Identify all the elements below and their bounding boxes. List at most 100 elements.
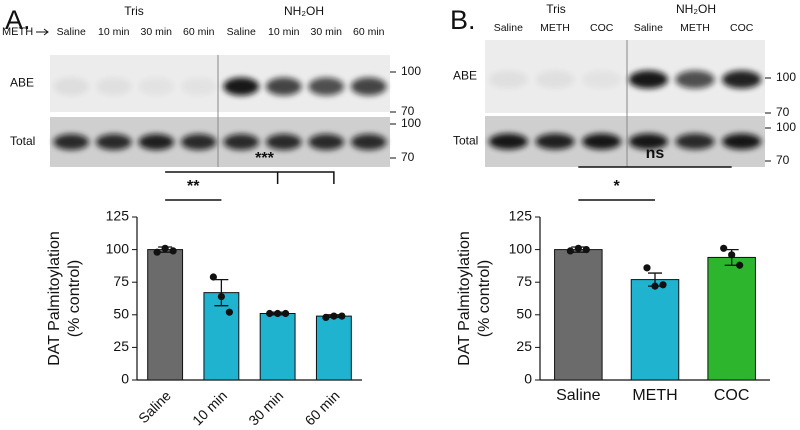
lane-label: METH (540, 22, 570, 34)
data-point (266, 309, 274, 318)
blot-band (180, 77, 217, 96)
data-point (169, 247, 177, 255)
blot-band (308, 134, 345, 150)
blot-band (675, 133, 715, 150)
data-point (566, 247, 574, 255)
lane-label: 30 min (140, 26, 172, 38)
marker-label: 70 (401, 150, 415, 164)
marker-label: 100 (401, 116, 421, 130)
data-point (225, 308, 233, 316)
marker-label: 100 (776, 120, 796, 134)
group-label: Tris (546, 2, 566, 16)
blot-band (582, 70, 622, 89)
bar (203, 292, 240, 381)
significance-bracket (165, 171, 335, 184)
blot-band (265, 77, 302, 96)
y-tick-label: 100 (106, 240, 130, 256)
blot-band (53, 77, 90, 96)
data-point (209, 273, 217, 281)
significance-label: * (614, 178, 621, 195)
row-label: ABE (453, 69, 477, 83)
lane-prefix: METH (2, 26, 33, 38)
y-tick-label: 50 (113, 306, 129, 322)
blot-band (350, 134, 387, 150)
data-point (322, 313, 330, 322)
y-axis-label: (% control) (66, 260, 83, 337)
y-tick-label: 125 (509, 208, 533, 224)
x-tick-label: METH (632, 387, 677, 404)
data-point (736, 261, 744, 269)
blot-band (138, 77, 175, 96)
bar (147, 249, 184, 381)
blot-band (180, 134, 217, 150)
blot-band (223, 134, 260, 150)
lane-label: Saline (634, 22, 663, 34)
bar (259, 312, 296, 381)
lane-label: Saline (227, 26, 256, 38)
lane-label: COC (730, 22, 754, 34)
y-axis-label: DAT Palmitoylation (46, 231, 63, 366)
blot-band (535, 70, 575, 89)
data-point (161, 244, 169, 252)
y-axis-label: (% control) (476, 260, 493, 337)
data-point (720, 244, 728, 252)
blot-band (722, 133, 762, 150)
data-point (728, 251, 736, 259)
row-label: ABE (10, 76, 34, 90)
marker-label: 100 (401, 64, 421, 78)
group-label: Tris (124, 4, 144, 18)
x-tick-label: 10 min (189, 387, 230, 428)
bar (630, 279, 680, 381)
x-tick-label: Saline (135, 387, 174, 426)
blot-band (138, 134, 175, 150)
blot-band (265, 134, 302, 150)
lane-label: 60 min (183, 26, 215, 38)
blot-band (675, 70, 715, 89)
data-point (282, 309, 290, 318)
marker-label: 70 (401, 104, 415, 118)
marker-label: 70 (776, 153, 790, 167)
data-point (217, 292, 225, 301)
blot-band (628, 133, 668, 150)
y-tick-label: 125 (106, 208, 130, 224)
group-label: NH₂OH (284, 4, 324, 18)
blot-band (95, 77, 132, 96)
panel-label: A. (5, 5, 31, 35)
data-point (330, 312, 338, 320)
data-point (153, 248, 161, 256)
lane-label: METH (680, 22, 710, 34)
y-tick-label: 75 (516, 273, 532, 289)
y-tick-label: 25 (113, 338, 129, 354)
blot-band (223, 77, 260, 96)
y-tick-label: 0 (524, 371, 532, 387)
lane-label: COC (590, 22, 614, 34)
bar (315, 315, 352, 381)
blot-band (582, 133, 622, 150)
y-axis-label: DAT Palmitoylation (456, 231, 473, 366)
significance-label: ns (646, 145, 665, 162)
error-bar (214, 278, 229, 307)
data-point (651, 282, 659, 290)
y-tick-label: 75 (113, 273, 129, 289)
y-tick-label: 100 (509, 240, 533, 256)
x-tick-label: COC (714, 387, 750, 404)
group-label: NH₂OH (676, 2, 716, 16)
x-tick-label: 30 min (245, 387, 286, 428)
blot-background (485, 116, 765, 167)
x-tick-label: Saline (556, 387, 601, 404)
y-tick-label: 25 (516, 338, 532, 354)
lane-label: 30 min (310, 26, 342, 38)
data-point (659, 281, 667, 289)
data-point (574, 244, 582, 252)
blot-band (535, 133, 575, 150)
lane-label: 10 min (98, 26, 130, 38)
arrow (36, 28, 49, 36)
data-point (643, 264, 651, 272)
lane-label: 60 min (353, 26, 385, 38)
blot-band (95, 134, 132, 150)
data-point (274, 309, 282, 318)
panel-label: B. (450, 5, 476, 35)
blot-band (350, 77, 387, 96)
significance-label: *** (255, 150, 274, 167)
